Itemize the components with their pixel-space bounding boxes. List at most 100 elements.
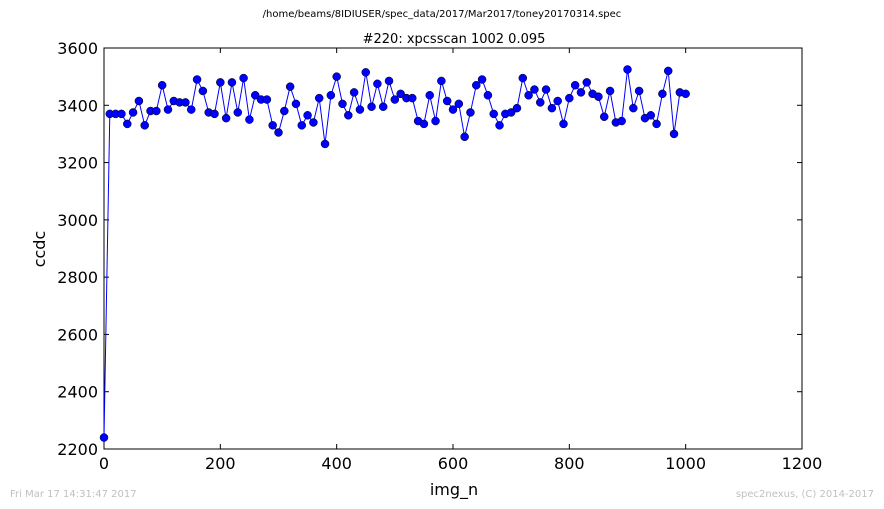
data-point xyxy=(489,109,498,119)
data-point xyxy=(378,102,388,111)
data-point xyxy=(274,128,283,137)
data-point xyxy=(623,65,632,74)
data-point xyxy=(233,108,243,117)
data-point xyxy=(541,85,551,94)
data-point xyxy=(396,89,405,99)
data-point xyxy=(361,68,370,77)
data-point xyxy=(547,103,557,113)
data-point xyxy=(314,93,324,103)
data-point xyxy=(605,86,615,96)
y-tick-label: 2200 xyxy=(57,440,98,459)
data-point xyxy=(99,433,109,442)
data-point xyxy=(460,132,469,142)
y-tick-label: 2800 xyxy=(57,268,98,287)
data-point xyxy=(262,95,272,104)
data-point xyxy=(250,91,260,100)
data-point xyxy=(506,108,516,117)
y-tick-label: 3000 xyxy=(57,211,98,230)
y-tick-label: 2400 xyxy=(57,383,98,402)
data-point xyxy=(658,89,667,99)
data-point xyxy=(332,72,341,81)
data-point xyxy=(181,98,190,107)
data-point xyxy=(425,91,434,100)
axis-ticks: 0 200 400 600 800 1000 1200 2200 2400 2600 2800 300… xyxy=(57,39,822,473)
data-point xyxy=(367,102,376,111)
x-tick-label: 1200 xyxy=(782,454,823,473)
x-tick-label: 600 xyxy=(438,454,469,473)
y-tick-label: 3200 xyxy=(57,154,98,173)
data-point xyxy=(123,119,132,129)
data-point xyxy=(477,75,487,84)
footer-timestamp: Fri Mar 17 14:31:47 2017 xyxy=(10,489,137,500)
plot-series xyxy=(99,65,690,442)
figure-suptitle: /home/beams/8IDIUSER/spec_data/2017/Mar2… xyxy=(262,9,622,20)
data-point xyxy=(245,115,254,124)
data-point xyxy=(355,105,365,114)
data-point xyxy=(192,75,202,84)
data-point xyxy=(553,96,562,106)
data-point xyxy=(227,78,237,87)
data-point xyxy=(559,119,568,129)
footer-credit: spec2nexus, (C) 2014-2017 xyxy=(735,489,874,500)
x-tick-label: 1000 xyxy=(665,454,706,473)
data-point xyxy=(390,95,400,104)
data-point xyxy=(663,66,673,76)
data-point xyxy=(210,109,219,119)
data-point xyxy=(448,105,458,114)
data-point xyxy=(454,99,464,109)
data-point xyxy=(338,99,347,109)
data-point xyxy=(408,93,417,103)
data-point xyxy=(565,93,574,103)
data-point xyxy=(669,129,679,139)
data-point xyxy=(576,88,586,97)
x-tick-label: 400 xyxy=(321,454,352,473)
chart-title: #220: xpcsscan 1002 0.095 xyxy=(363,32,546,47)
data-point xyxy=(599,112,609,121)
y-tick-label: 3400 xyxy=(57,96,98,115)
data-point xyxy=(239,73,248,83)
data-point xyxy=(431,116,440,126)
data-point xyxy=(518,73,528,83)
data-point xyxy=(442,96,452,106)
data-point xyxy=(280,106,289,116)
x-tick-label: 800 xyxy=(554,454,585,473)
data-point xyxy=(536,98,545,107)
data-point xyxy=(617,116,626,126)
data-point xyxy=(320,139,330,149)
data-point xyxy=(483,91,493,100)
data-point xyxy=(495,121,504,130)
data-point xyxy=(285,82,295,91)
data-point xyxy=(152,106,161,116)
data-point xyxy=(157,80,167,90)
y-tick-label: 2600 xyxy=(57,325,98,344)
data-point xyxy=(524,91,533,100)
data-point xyxy=(297,121,307,130)
plot-area-frame xyxy=(103,47,803,450)
data-point xyxy=(570,80,580,90)
data-point xyxy=(198,86,208,96)
data-point xyxy=(216,78,225,87)
data-point xyxy=(373,79,382,89)
data-point xyxy=(349,88,359,97)
data-point xyxy=(163,105,173,114)
x-axis-label: img_n xyxy=(430,480,478,500)
data-point xyxy=(472,80,481,90)
data-point xyxy=(530,85,539,94)
data-point xyxy=(187,105,196,114)
data-point xyxy=(117,109,126,119)
data-point xyxy=(140,121,149,130)
data-point xyxy=(512,103,522,113)
data-point xyxy=(646,111,656,120)
data-point xyxy=(652,119,661,129)
data-point xyxy=(309,118,318,127)
data-point xyxy=(268,121,277,130)
data-point xyxy=(629,103,638,113)
data-point xyxy=(681,89,690,99)
data-point xyxy=(419,119,429,129)
y-axis-label: ccdc xyxy=(30,231,49,268)
data-point xyxy=(303,111,312,120)
data-point xyxy=(437,76,446,86)
x-tick-label: 0 xyxy=(99,454,109,473)
data-point xyxy=(582,78,592,87)
